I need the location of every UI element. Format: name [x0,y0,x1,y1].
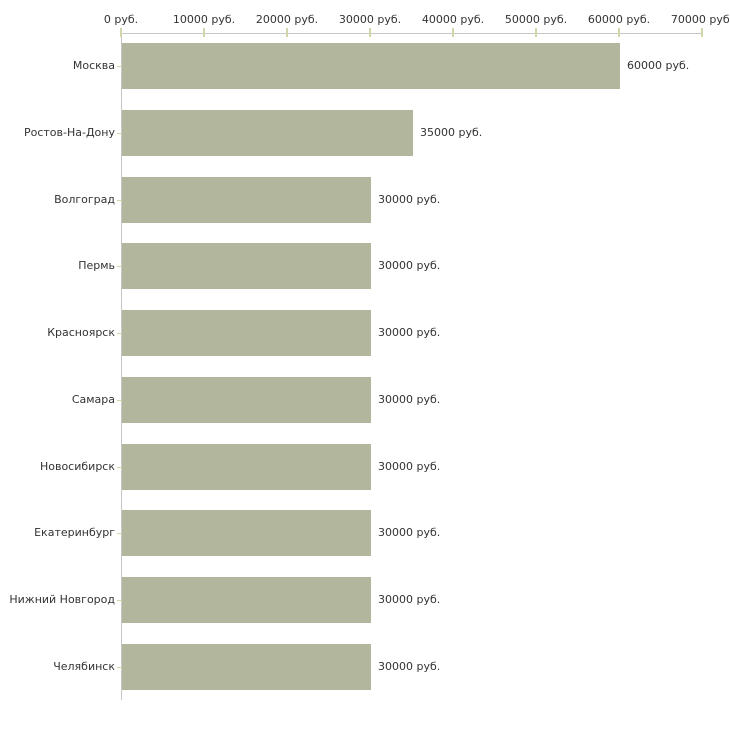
y-tick [117,266,122,268]
x-tick-label: 50000 руб. [504,13,568,26]
value-label: 30000 руб. [378,526,441,540]
bar [122,176,371,223]
x-tick [120,28,122,37]
category-label: Самара [71,392,115,406]
x-tick-label: 20000 руб. [255,13,319,26]
category-label: Челябинск [53,659,115,673]
x-tick [286,28,288,37]
category-label: Нижний Новгород [9,592,115,606]
category-label: Новосибирск [39,459,115,473]
category-label: Екатеринбург [34,526,115,540]
y-axis-line [121,33,122,700]
category-label: Пермь [78,259,115,273]
x-tick [203,28,205,37]
category-label: Москва [72,59,115,73]
value-label: 30000 руб. [378,592,441,606]
y-tick [117,66,122,68]
x-tick [369,28,371,37]
bar [122,43,620,90]
x-tick-label: 0 руб. [103,13,139,26]
bar [122,243,371,290]
value-label: 30000 руб. [378,326,441,340]
x-tick-label: 30000 руб. [338,13,402,26]
value-label: 30000 руб. [378,392,441,406]
x-tick [452,28,454,37]
value-label: 30000 руб. [378,192,441,206]
y-tick [117,133,122,135]
x-tick-label: 70000 руб. [670,13,730,26]
x-tick [701,28,703,37]
bar [122,510,371,557]
x-tick-label: 10000 руб. [172,13,236,26]
x-tick-label: 40000 руб. [421,13,485,26]
x-tick-label: 60000 руб. [587,13,651,26]
x-tick [618,28,620,37]
x-tick [535,28,537,37]
x-axis-line [121,33,703,34]
value-label: 60000 руб. [627,59,690,73]
bar [122,643,371,690]
value-label: 30000 руб. [378,659,441,673]
category-label: Красноярск [47,326,115,340]
bar [122,443,371,490]
bar [122,110,413,157]
category-label: Волгоград [54,192,115,206]
bar [122,576,371,623]
y-tick [117,533,122,535]
y-tick [117,199,122,201]
bar [122,376,371,423]
y-tick [117,599,122,601]
y-tick [117,399,122,401]
y-tick [117,466,122,468]
y-tick [117,666,122,668]
value-label: 30000 руб. [378,459,441,473]
y-tick [117,333,122,335]
value-label: 35000 руб. [420,126,483,140]
value-label: 30000 руб. [378,259,441,273]
category-label: Ростов-На-Дону [23,126,115,140]
bar [122,310,371,357]
